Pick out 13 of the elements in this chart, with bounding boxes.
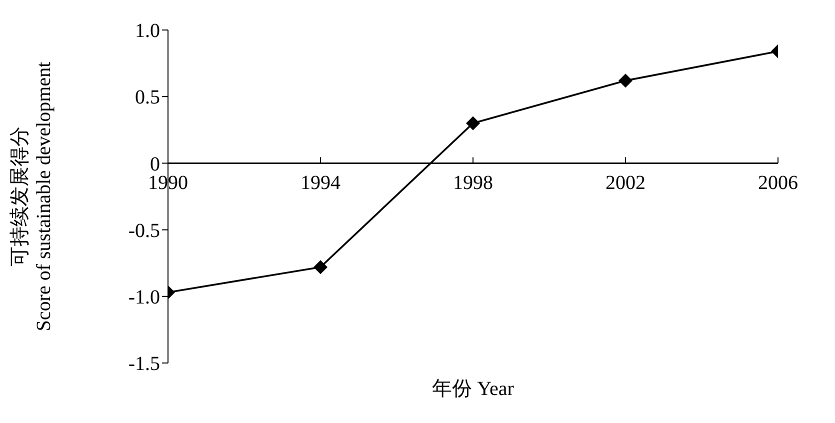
y-tick-label: -1.0 [128,286,160,308]
y-tick-label: -1.5 [128,353,160,376]
x-axis-title: 年份 Year [432,378,514,400]
x-tick-label: 2002 [606,172,646,194]
point [466,116,480,130]
y-tick-label: -0.5 [128,220,160,242]
y-tick-label: 0 [150,153,160,176]
y-axis-title: 可持续发展得分 Score of sustainable development [9,61,55,332]
y-tick-label: 1.0 [135,20,160,42]
x-tick-label: 2006 [758,172,798,194]
x-tick-label: 1994 [300,172,340,194]
x-tick-label: 1998 [453,172,493,194]
y-tick-label: 0.5 [135,86,160,109]
